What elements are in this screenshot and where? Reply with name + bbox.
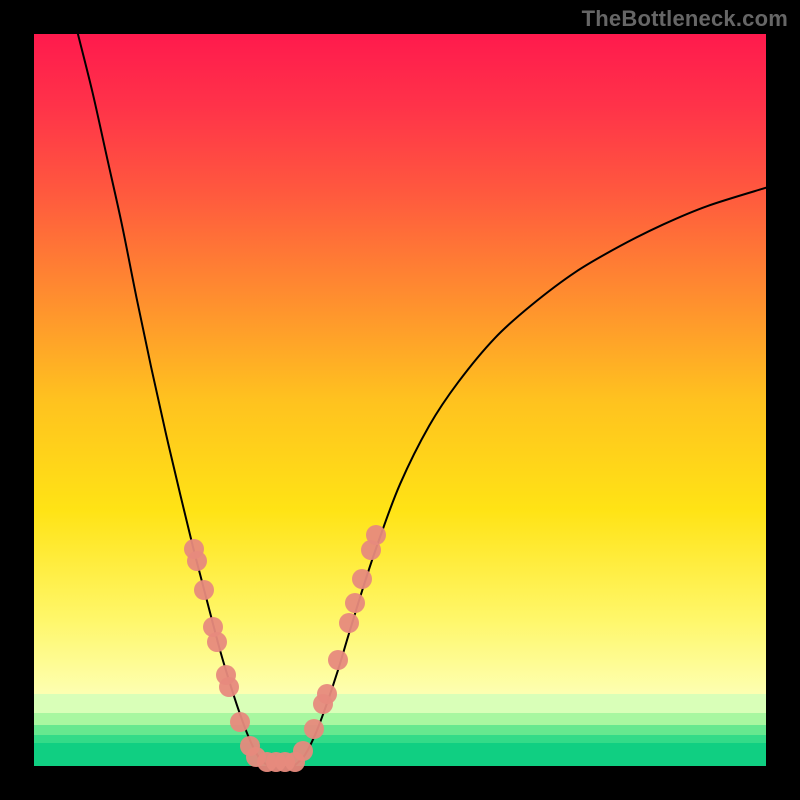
data-marker: [345, 593, 365, 613]
data-marker: [207, 632, 227, 652]
data-marker: [317, 684, 337, 704]
data-marker: [328, 650, 348, 670]
data-marker: [187, 551, 207, 571]
watermark-text: TheBottleneck.com: [582, 6, 788, 32]
data-marker: [230, 712, 250, 732]
data-marker: [219, 677, 239, 697]
plot-area: [34, 34, 766, 766]
curve-right-branch: [294, 188, 766, 766]
data-marker: [352, 569, 372, 589]
data-marker: [194, 580, 214, 600]
data-marker: [304, 719, 324, 739]
curve-left-branch: [78, 34, 268, 766]
curve-layer: [34, 34, 766, 766]
data-marker: [293, 741, 313, 761]
data-marker: [339, 613, 359, 633]
data-marker: [366, 525, 386, 545]
